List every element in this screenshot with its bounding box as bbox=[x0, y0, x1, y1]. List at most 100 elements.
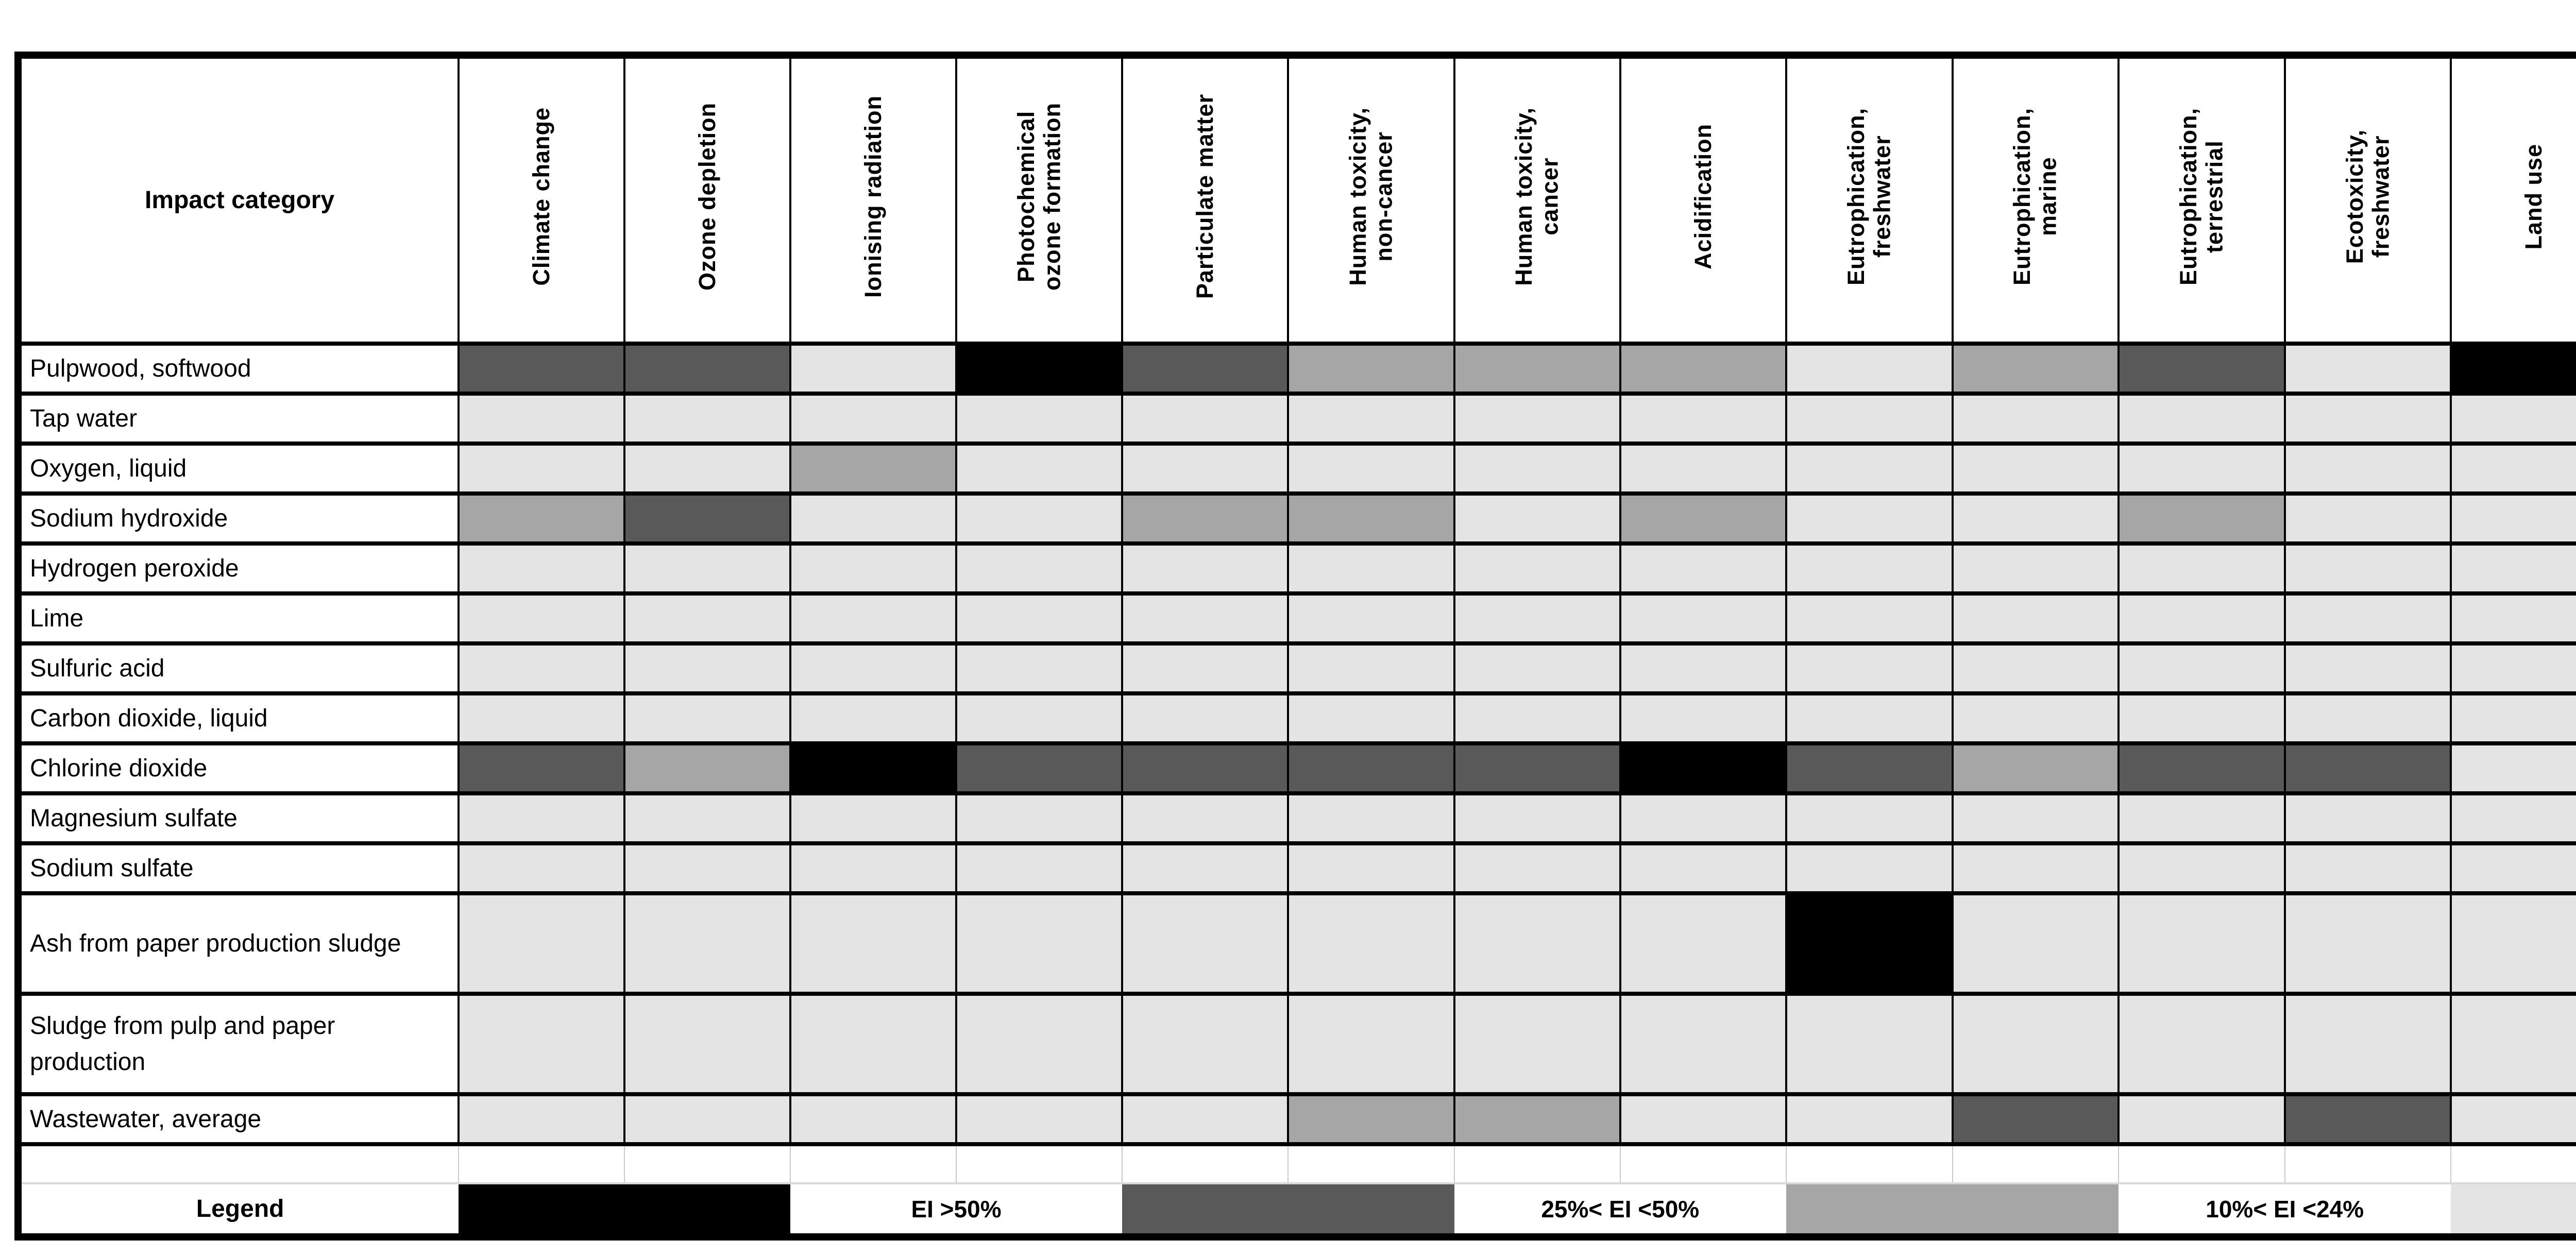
heatmap-cell bbox=[1619, 791, 1787, 845]
heatmap-cell bbox=[2117, 891, 2286, 996]
column-header-label: Ionising radiation bbox=[859, 95, 886, 298]
heatmap-cell bbox=[1951, 841, 2120, 895]
heatmap-cell bbox=[1287, 791, 1455, 845]
heatmap-cell bbox=[1121, 841, 1290, 895]
table-row: Oxygen, liquid bbox=[16, 441, 2576, 496]
table-row: Pulpwood, softwood bbox=[16, 342, 2576, 396]
heatmap-cell bbox=[2283, 891, 2452, 996]
heatmap-cell bbox=[1785, 841, 1954, 895]
heatmap-cell bbox=[1951, 392, 2120, 446]
heatmap-cell bbox=[789, 741, 957, 795]
column-header: Human toxicity, non-cancer bbox=[1287, 54, 1455, 346]
column-header: Eutrophication, freshwater bbox=[1785, 54, 1954, 346]
spacer-cell bbox=[1122, 1142, 1289, 1184]
heatmap-cell bbox=[1287, 841, 1455, 895]
heatmap-cell bbox=[1619, 392, 1787, 446]
heatmap-cell bbox=[1785, 392, 1954, 446]
column-header: Eutrophication, marine bbox=[1951, 54, 2120, 346]
spacer-cell bbox=[1785, 1142, 1953, 1184]
column-header-label: Human toxicity, non-cancer bbox=[1344, 107, 1397, 286]
table-row: Lime bbox=[16, 591, 2576, 646]
heatmap-cell bbox=[955, 392, 1124, 446]
heatmap-cell bbox=[1287, 641, 1455, 695]
column-header-label: Ozone depletion bbox=[693, 102, 720, 291]
heatmap-cell bbox=[955, 741, 1124, 795]
column-header-label: Human toxicity, cancer bbox=[1511, 107, 1563, 286]
heatmap-cell bbox=[1121, 342, 1290, 396]
legend-swatch bbox=[2451, 1183, 2576, 1237]
heatmap-cell bbox=[1951, 491, 2120, 546]
heatmap-cell bbox=[1951, 791, 2120, 845]
heatmap-cell bbox=[457, 791, 626, 845]
heatmap-cell bbox=[457, 1092, 626, 1146]
heatmap-cell bbox=[1951, 992, 2120, 1096]
spacer-cell bbox=[1453, 1142, 1621, 1184]
heatmap-cell bbox=[2117, 392, 2286, 446]
heatmap-cell bbox=[1619, 491, 1787, 546]
column-header: Particulate matter bbox=[1121, 54, 1290, 346]
heatmap-cell bbox=[1951, 541, 2120, 596]
table-row: Sulfuric acid bbox=[16, 641, 2576, 695]
heatmap-cell bbox=[1619, 741, 1787, 795]
legend-swatch bbox=[459, 1183, 790, 1237]
heatmap-cell bbox=[1619, 591, 1787, 646]
heatmap-cell bbox=[2450, 1092, 2576, 1146]
heatmap-cell bbox=[2117, 741, 2286, 795]
legend-label: EI >50% bbox=[790, 1183, 1123, 1237]
heatmap-cell bbox=[2117, 491, 2286, 546]
column-header: Ozone depletion bbox=[623, 54, 791, 346]
row-label: Tap water bbox=[16, 392, 460, 446]
heatmap-cell bbox=[623, 641, 791, 695]
heatmap-cell bbox=[955, 791, 1124, 845]
heatmap-cell bbox=[623, 791, 791, 845]
spacer-row bbox=[14, 1142, 2576, 1184]
heatmap-cell bbox=[1121, 791, 1290, 845]
heatmap-cell bbox=[2117, 841, 2286, 895]
heatmap-cell bbox=[1453, 1092, 1622, 1146]
heatmap-cell bbox=[623, 591, 791, 646]
row-label: Oxygen, liquid bbox=[16, 441, 460, 496]
heatmap-cell bbox=[1785, 1092, 1954, 1146]
heatmap-cell bbox=[1453, 641, 1622, 695]
heatmap-cell bbox=[2283, 342, 2452, 396]
heatmap-cell bbox=[1453, 741, 1622, 795]
heatmap-cell bbox=[2117, 342, 2286, 396]
heatmap-cell bbox=[1121, 641, 1290, 695]
column-header: Human toxicity, cancer bbox=[1453, 54, 1622, 346]
heatmap-cell bbox=[1287, 491, 1455, 546]
heatmap-cell bbox=[2117, 641, 2286, 695]
spacer-cell bbox=[2450, 1142, 2576, 1184]
heatmap-cell bbox=[955, 441, 1124, 496]
heatmap-cell bbox=[1121, 491, 1290, 546]
heatmap-cell bbox=[623, 741, 791, 795]
column-header: Ecotoxicity, freshwater bbox=[2283, 54, 2452, 346]
heatmap-cell bbox=[2283, 441, 2452, 496]
heatmap-cell bbox=[1453, 591, 1622, 646]
heatmap-cell bbox=[1785, 741, 1954, 795]
heatmap-cell bbox=[623, 491, 791, 546]
heatmap-cell bbox=[1453, 992, 1622, 1096]
heatmap-cell bbox=[1619, 691, 1787, 745]
heatmap-cell bbox=[1453, 392, 1622, 446]
heatmap-cell bbox=[955, 342, 1124, 396]
heatmap-cell bbox=[955, 992, 1124, 1096]
column-header-label: Acidification bbox=[1689, 123, 1716, 270]
heatmap-cell bbox=[457, 691, 626, 745]
heatmap-cell bbox=[623, 441, 791, 496]
corner-header-label: Impact category bbox=[145, 186, 335, 214]
row-label: Sodium hydroxide bbox=[16, 491, 460, 546]
heatmap-cell bbox=[1453, 541, 1622, 596]
heatmap-cell bbox=[1619, 441, 1787, 496]
heatmap-cell bbox=[789, 591, 957, 646]
heatmap-cell bbox=[955, 891, 1124, 996]
heatmap-cell bbox=[1619, 641, 1787, 695]
heatmap-cell bbox=[457, 392, 626, 446]
heatmap-cell bbox=[1619, 992, 1787, 1096]
heatmap-cell bbox=[789, 541, 957, 596]
heatmap-cell bbox=[1453, 691, 1622, 745]
heatmap-cell bbox=[1287, 691, 1455, 745]
heatmap-cell bbox=[1785, 342, 1954, 396]
table-row: Sodium sulfate bbox=[16, 841, 2576, 895]
spacer-cell bbox=[14, 1142, 460, 1184]
heatmap-cell bbox=[1785, 441, 1954, 496]
